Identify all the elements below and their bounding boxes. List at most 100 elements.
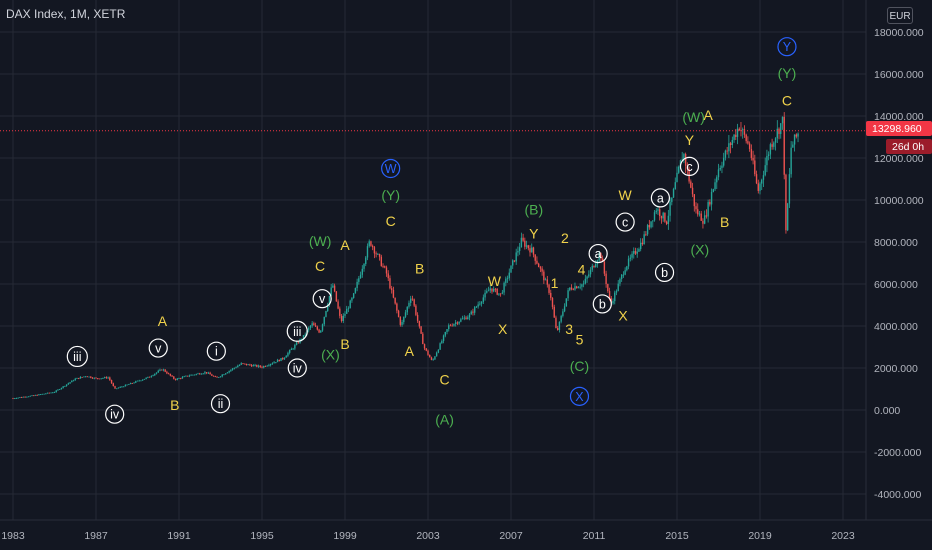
wave-label: iv [110, 408, 120, 422]
candle-body [491, 288, 493, 292]
candle-body [186, 375, 189, 377]
candle-body [38, 394, 40, 396]
y-tick-label: 2000.000 [874, 363, 918, 375]
candle-body [624, 270, 626, 275]
time-axis[interactable]: 1983 1987 1991 1995 1999 2003 2007 2011 2015 2019… [1, 530, 855, 542]
candle-body [550, 292, 552, 298]
candle-body [717, 169, 720, 178]
candle-body [313, 323, 315, 326]
candle-body [318, 329, 320, 333]
candle-body [510, 265, 512, 273]
candle-body [633, 251, 635, 254]
wave-label: B [720, 214, 729, 230]
wave-label: C [386, 213, 396, 229]
chart-title: DAX Index, 1M, XETR [6, 7, 126, 21]
candle-body [36, 394, 38, 396]
candle-body [778, 128, 780, 134]
candle-body [359, 274, 362, 279]
y-tick-label: 0.000 [874, 405, 900, 417]
candle-body [46, 392, 49, 394]
candle-body [576, 286, 578, 289]
candle-body [14, 398, 16, 400]
candle-body [786, 203, 789, 231]
wave-label: v [155, 342, 162, 356]
candle-body [595, 264, 597, 268]
candle-body [323, 316, 325, 325]
candle-body [639, 242, 642, 250]
candle-body [397, 310, 400, 317]
candle-body [581, 284, 583, 287]
countdown-value: 26d 0h [892, 141, 924, 153]
candle-body [517, 250, 519, 253]
x-tick-label: 2019 [748, 530, 772, 542]
candle-body [432, 359, 434, 361]
price-axis[interactable]: 18000.000 16000.000 14000.000 12000.000 1000… [874, 27, 924, 501]
candle-body [387, 273, 389, 279]
candle-body [392, 289, 395, 298]
candle-body [249, 364, 251, 366]
wave-label: (Y) [381, 187, 400, 203]
candle-body [283, 357, 286, 360]
candle-body [427, 350, 429, 355]
candle-body [588, 274, 590, 277]
candle-body [148, 376, 151, 378]
candle-body [228, 370, 230, 373]
candle-body [235, 367, 237, 369]
candle-body [527, 245, 529, 249]
candle-body [660, 216, 663, 219]
candle-body [646, 225, 649, 235]
wave-label-circle [679, 156, 700, 176]
candle-body [294, 344, 296, 349]
candle-body [683, 154, 685, 160]
candle-body [477, 304, 479, 307]
wave-label: 3 [565, 321, 573, 337]
candle-body [385, 267, 388, 274]
candle-body [193, 374, 196, 376]
candle-body [173, 376, 175, 379]
candle-body [97, 378, 99, 379]
candle-body [626, 266, 628, 271]
candle-body [733, 134, 735, 140]
candle-body [743, 129, 746, 135]
candle-body [638, 249, 640, 252]
currency-button[interactable]: EUR [887, 7, 913, 24]
candle-body [325, 310, 327, 317]
candle-body [271, 363, 274, 365]
candle-body [378, 253, 381, 257]
x-tick-label: 1995 [250, 530, 274, 542]
candle-body [380, 256, 383, 267]
y-tick-label: 6000.000 [874, 279, 918, 291]
candle-body [721, 165, 723, 168]
candle-body [584, 278, 587, 284]
candle-body [423, 344, 426, 349]
candle-body [22, 396, 25, 398]
candle-body [494, 288, 497, 290]
candle-body [78, 377, 80, 379]
candle-body [396, 303, 398, 311]
candle-body [605, 273, 607, 285]
candle-body [356, 281, 358, 289]
candle-body [320, 330, 322, 333]
candle-body [363, 264, 365, 269]
candle-body [764, 165, 766, 176]
candle-body [709, 202, 711, 205]
candle-body [178, 378, 180, 379]
candle-body [259, 365, 261, 367]
wave-label-circle [66, 345, 88, 368]
candle-body [67, 383, 70, 385]
candle-body [102, 378, 104, 379]
candle-body [352, 293, 355, 298]
candle-body [503, 282, 505, 293]
wave-label-circle [105, 404, 125, 424]
candle-body [513, 260, 516, 262]
candle-body [103, 377, 106, 379]
candle-body [240, 363, 242, 365]
candle-body [406, 306, 408, 313]
candle-body [767, 154, 770, 157]
candle-body [167, 373, 170, 375]
candle-body [662, 212, 664, 219]
candle-body [285, 355, 287, 358]
candle-body [27, 396, 30, 398]
candle-body [110, 380, 113, 384]
